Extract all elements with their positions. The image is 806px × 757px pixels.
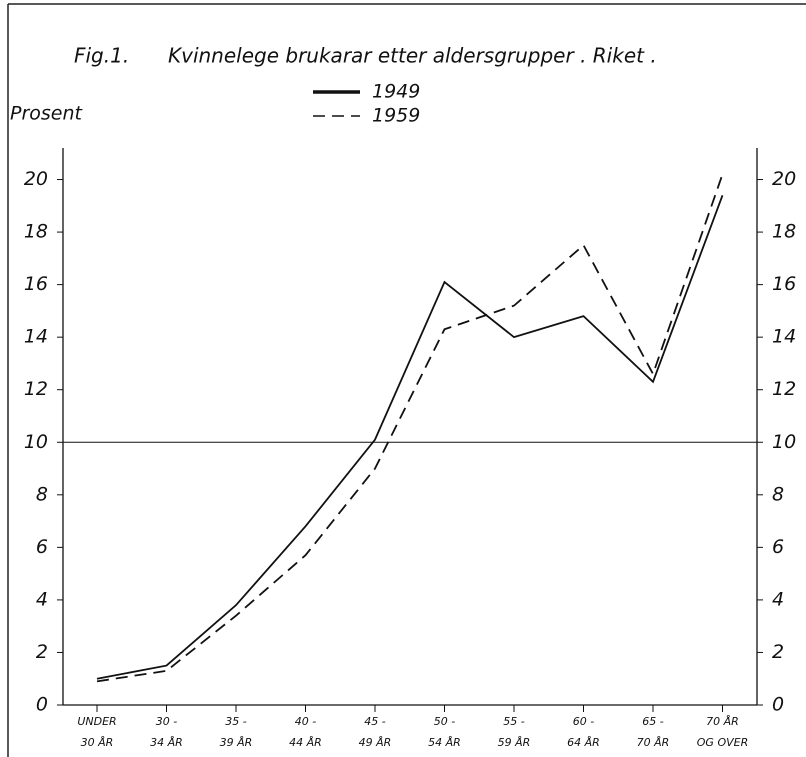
x-tick-label: 34 ÅR bbox=[150, 736, 183, 749]
x-tick-label: 55 - bbox=[503, 715, 524, 728]
y-tick-label: 14 bbox=[24, 326, 48, 348]
y-tick-label: 2 bbox=[36, 641, 48, 663]
x-tick-label: UNDER bbox=[77, 715, 116, 728]
y-tick-label: 0 bbox=[36, 694, 48, 716]
y-tick-label-right: 0 bbox=[772, 694, 784, 716]
y-tick-label: 10 bbox=[24, 431, 48, 453]
y-tick-label-right: 10 bbox=[772, 431, 796, 453]
y-tick-label: 12 bbox=[24, 378, 48, 400]
x-tick-label: 70 ÅR bbox=[637, 736, 670, 749]
chart-title: Kvinnelege brukarar etter aldersgrupper … bbox=[168, 44, 657, 68]
x-tick-label: 70 ÅR bbox=[706, 715, 739, 728]
y-tick-label: 16 bbox=[24, 273, 48, 295]
figure-number: Fig.1. bbox=[74, 44, 129, 68]
y-tick-label-right: 12 bbox=[772, 378, 796, 400]
x-tick-label: 44 ÅR bbox=[289, 736, 322, 749]
y-tick-label: 6 bbox=[36, 536, 48, 558]
x-tick-label: 65 - bbox=[642, 715, 663, 728]
y-tick-label-right: 4 bbox=[772, 588, 784, 610]
y-tick-label-right: 6 bbox=[772, 536, 784, 558]
x-tick-label: 30 - bbox=[156, 715, 177, 728]
y-tick-label: 4 bbox=[36, 588, 48, 610]
y-tick-label: 18 bbox=[24, 221, 48, 243]
y-tick-label-right: 18 bbox=[772, 221, 796, 243]
y-tick-label: 20 bbox=[24, 168, 48, 190]
y-tick-label-right: 16 bbox=[772, 273, 796, 295]
y-tick-label-right: 2 bbox=[772, 641, 784, 663]
y-tick-label-right: 14 bbox=[772, 326, 796, 348]
y-tick-label-right: 20 bbox=[772, 168, 796, 190]
x-tick-label: OG OVER bbox=[697, 736, 748, 749]
x-tick-label: 30 ÅR bbox=[81, 736, 114, 749]
x-tick-label: 35 - bbox=[225, 715, 246, 728]
y-axis-label: Prosent bbox=[10, 103, 84, 125]
x-tick-label: 60 - bbox=[573, 715, 594, 728]
x-tick-label: 50 - bbox=[434, 715, 455, 728]
series-line bbox=[96, 194, 724, 680]
x-tick-label: 64 ÅR bbox=[567, 736, 600, 749]
legend-label: 1949 bbox=[372, 81, 420, 103]
x-tick-label: 39 ÅR bbox=[220, 736, 253, 749]
x-tick-label: 49 ÅR bbox=[359, 736, 392, 749]
x-tick-label: 40 - bbox=[295, 715, 316, 728]
y-tick-label: 8 bbox=[36, 483, 48, 505]
y-tick-label-right: 8 bbox=[772, 483, 784, 505]
x-tick-label: 54 ÅR bbox=[428, 736, 461, 749]
x-tick-label: 59 ÅR bbox=[498, 736, 531, 749]
x-tick-label: 45 - bbox=[364, 715, 385, 728]
legend-label: 1959 bbox=[372, 105, 420, 127]
series-line bbox=[96, 173, 724, 683]
